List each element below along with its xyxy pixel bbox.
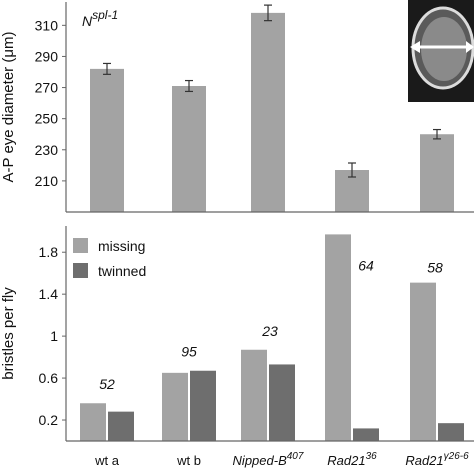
arrow-head-left-icon [410,41,420,53]
y-tick-label: 0.6 [39,370,59,386]
eye-diameter-bars [90,12,454,213]
y-tick-label: 210 [35,173,59,189]
panel-title: Nspl-1 [82,8,118,29]
y-tick-label: 1.4 [39,286,59,302]
genotype-label: Rad2136 [327,451,377,468]
bar-twinned [190,370,216,441]
bristles-y-ticks: 0.2 0.6 1 1.4 1.8 [39,244,66,428]
legend-label-twinned: twinned [98,263,146,279]
legend-swatch-missing [73,238,88,253]
bar-missing [80,403,106,441]
error-bar [103,62,111,75]
sample-size-label: 95 [181,344,197,360]
sample-size-label: 23 [261,323,278,339]
genotype-label: Rad21γ26-6 [405,451,469,468]
eye-photo-inset [408,0,474,102]
sample-size-label: 52 [99,376,115,392]
genotype-label: wt b [176,453,201,468]
error-bar [348,162,356,178]
arrow-head-right-icon [466,41,474,53]
sample-size-labels: 52 95 23 64 58 [99,257,443,392]
bar-twinned [108,411,134,441]
y-tick-label: 230 [35,142,59,158]
bristle-bars [80,234,464,441]
genotype-labels: wt a wt b Nipped-B407 Rad2136 Rad21γ26-6 [94,451,469,468]
bristles-y-label: bristles per fly [0,287,17,380]
legend-label-missing: missing [98,238,145,254]
bar-missing [241,349,267,441]
eye-diameter-y-ticks: 210 230 250 270 290 310 [35,17,66,189]
y-tick-label: 310 [35,17,59,33]
eye-diameter-bar [90,68,124,212]
eye-diameter-panel: 210 230 250 270 290 310 Nspl-1 A-P eye diamet… [0,0,474,213]
eye-diameter-error-bars [103,4,441,178]
sample-size-label: 58 [427,260,443,276]
eye-surface [421,17,467,81]
y-tick-label: 250 [35,111,59,127]
bar-twinned [438,423,464,441]
bar-missing [410,282,436,441]
bar-missing [162,372,188,441]
error-bar [433,128,441,140]
eye-diameter-bar [420,134,454,212]
eye-diameter-bar [172,86,206,212]
y-tick-label: 290 [35,48,59,64]
eye-diameter-y-label: A-P eye diameter (μm) [0,32,17,183]
bar-twinned [353,428,379,441]
genotype-label: Nipped-B407 [233,451,304,468]
error-bar [264,4,272,22]
bar-twinned [269,364,295,441]
bristles-panel: 52 95 23 64 58 0.2 0.6 1 1.4 1.8 bristles per fl… [0,226,474,468]
y-tick-label: 0.2 [39,412,59,428]
eye-diameter-bar [251,12,285,213]
sample-size-label: 64 [358,257,374,273]
legend-swatch-twinned [73,263,88,278]
legend: missing twinned [73,238,146,279]
bar-missing [325,234,351,441]
genotype-label: wt a [94,453,120,468]
y-tick-label: 1.8 [39,244,59,260]
y-tick-label: 270 [35,80,59,96]
error-bar [185,79,193,93]
y-tick-label: 1 [50,328,58,344]
